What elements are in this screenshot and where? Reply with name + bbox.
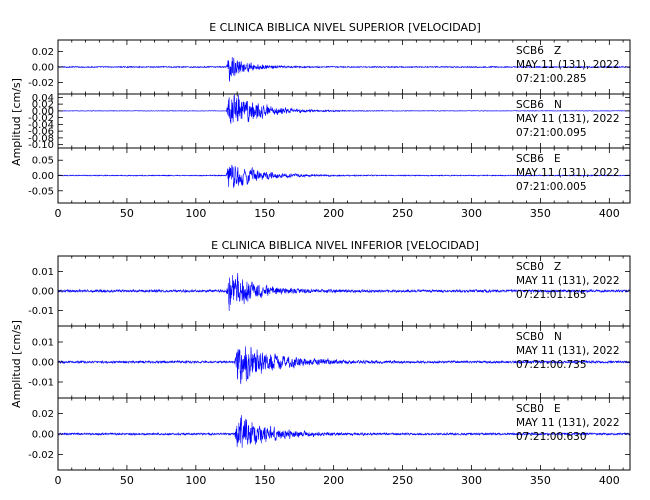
panel-scb6-n: 0.040.020.00-0.02-0.04-0.06-0.08-0.10 SCB… xyxy=(28,93,631,151)
y-tick-label: 0.01 xyxy=(32,267,54,278)
y-tick-label: 0.00 xyxy=(32,358,54,369)
panel-scb0-e: 0.02 0.00 -0.02 SCB0 E MAY 11 (131), 2022 07:2… xyxy=(28,397,631,471)
upper-x-axis: 0 50 100 150 200 250 300 350 400 xyxy=(55,207,620,220)
y-tick-label: 0.00 xyxy=(32,430,54,441)
date-label: MAY 11 (131), 2022 xyxy=(516,167,620,179)
x-tick-label: 200 xyxy=(323,207,344,220)
x-tick-label: 350 xyxy=(530,474,551,487)
component-label: E xyxy=(554,153,561,165)
lower-x-axis: 0 50 100 150 200 250 300 350 400 xyxy=(55,474,620,487)
y-tick-label: -0.06 xyxy=(28,127,54,138)
x-tick-label: 250 xyxy=(392,207,413,220)
y-tick-label: -0.01 xyxy=(28,378,54,389)
date-label: MAY 11 (131), 2022 xyxy=(516,275,620,287)
component-label: Z xyxy=(554,45,561,57)
upper-title: E CLINICA BIBLICA NIVEL SUPERIOR [VELOCI… xyxy=(209,21,481,34)
y-tick-label: -0.02 xyxy=(28,450,54,461)
waveform-trace xyxy=(58,415,630,448)
x-tick-label: 50 xyxy=(120,207,134,220)
y-tick-label: 0.02 xyxy=(32,47,54,58)
component-label: Z xyxy=(554,261,561,273)
y-tick-label: -0.01 xyxy=(28,306,54,317)
y-tick-label: -0.05 xyxy=(28,186,54,197)
x-tick-label: 0 xyxy=(55,474,62,487)
time-label: 07:21:00.095 xyxy=(516,127,587,139)
station-label: SCB0 xyxy=(516,403,544,415)
y-tick-label: -0.02 xyxy=(28,78,54,89)
component-label: E xyxy=(554,403,561,415)
lower-title: E CLINICA BIBLICA NIVEL INFERIOR [VELOCI… xyxy=(211,239,479,252)
date-label: MAY 11 (131), 2022 xyxy=(516,113,620,125)
y-tick-label: 0.02 xyxy=(32,100,54,111)
y-tick-label: -0.10 xyxy=(28,140,54,151)
component-label: N xyxy=(554,331,562,343)
panel-scb6-z: 0.02 0.00 -0.02 SCB6 Z MAY 11 (131), 2022 07:2… xyxy=(28,39,631,95)
time-label: 07:21:00.285 xyxy=(516,73,587,85)
x-tick-label: 250 xyxy=(392,474,413,487)
date-label: MAY 11 (131), 2022 xyxy=(516,345,620,357)
station-label: SCB0 xyxy=(516,331,544,343)
x-tick-label: 300 xyxy=(461,207,482,220)
x-tick-label: 100 xyxy=(185,207,206,220)
station-label: SCB0 xyxy=(516,261,544,273)
panel-scb0-z: 0.01 0.00 -0.01 SCB0 Z MAY 11 (131), 2022 07:2… xyxy=(28,255,631,327)
x-tick-label: 50 xyxy=(120,474,134,487)
y-tick-label: 0.00 xyxy=(32,287,54,298)
time-label: 07:21:01.165 xyxy=(516,289,587,301)
waveform-trace xyxy=(58,346,630,385)
time-label: 07:21:00.005 xyxy=(516,181,587,193)
lower-panels: 0.01 0.00 -0.01 SCB0 Z MAY 11 (131), 2022 07:2… xyxy=(28,255,631,471)
y-tick-label: 0.01 xyxy=(32,338,54,349)
y-tick-label: 0.00 xyxy=(32,63,54,74)
upper-ylabel: Amplitud [cm/s] xyxy=(10,78,23,166)
upper-block: E CLINICA BIBLICA NIVEL SUPERIOR [VELOCI… xyxy=(10,21,631,220)
lower-ylabel: Amplitud [cm/s] xyxy=(10,320,23,408)
waveform-trace xyxy=(58,164,630,188)
date-label: MAY 11 (131), 2022 xyxy=(516,59,620,71)
x-tick-label: 400 xyxy=(599,207,620,220)
waveform-trace xyxy=(58,272,630,312)
x-tick-label: 200 xyxy=(323,474,344,487)
x-tick-label: 300 xyxy=(461,474,482,487)
y-tick-label: 0.02 xyxy=(32,409,54,420)
panel-scb0-n: 0.01 0.00 -0.01 SCB0 N MAY 11 (131), 2022 07:2… xyxy=(28,325,631,399)
x-tick-label: 0 xyxy=(55,207,62,220)
y-tick-label: 0.00 xyxy=(32,106,54,117)
date-label: MAY 11 (131), 2022 xyxy=(516,417,620,429)
y-tick-label: -0.04 xyxy=(28,120,54,131)
time-label: 07:21:00.630 xyxy=(516,431,587,443)
y-tick-label: 0.00 xyxy=(32,171,54,182)
station-label: SCB6 xyxy=(516,99,544,111)
x-tick-label: 350 xyxy=(530,207,551,220)
component-label: N xyxy=(554,99,562,111)
y-tick-label: 0.04 xyxy=(32,93,54,104)
y-tick-label: -0.08 xyxy=(28,133,54,144)
x-tick-label: 400 xyxy=(599,474,620,487)
x-tick-label: 150 xyxy=(254,207,275,220)
x-tick-label: 100 xyxy=(185,474,206,487)
y-tick-label: -0.02 xyxy=(28,113,54,124)
station-label: SCB6 xyxy=(516,153,544,165)
lower-block: E CLINICA BIBLICA NIVEL INFERIOR [VELOCI… xyxy=(10,239,631,487)
time-label: 07:21:00.735 xyxy=(516,359,587,371)
station-label: SCB6 xyxy=(516,45,544,57)
waveform-trace xyxy=(58,94,630,124)
panel-scb6-e: 0.05 0.00 -0.05 SCB6 E MAY 11 (131), 2022 07:2… xyxy=(28,147,631,204)
y-tick-label: 0.05 xyxy=(32,156,54,167)
waveform-trace xyxy=(58,57,630,82)
x-tick-label: 150 xyxy=(254,474,275,487)
